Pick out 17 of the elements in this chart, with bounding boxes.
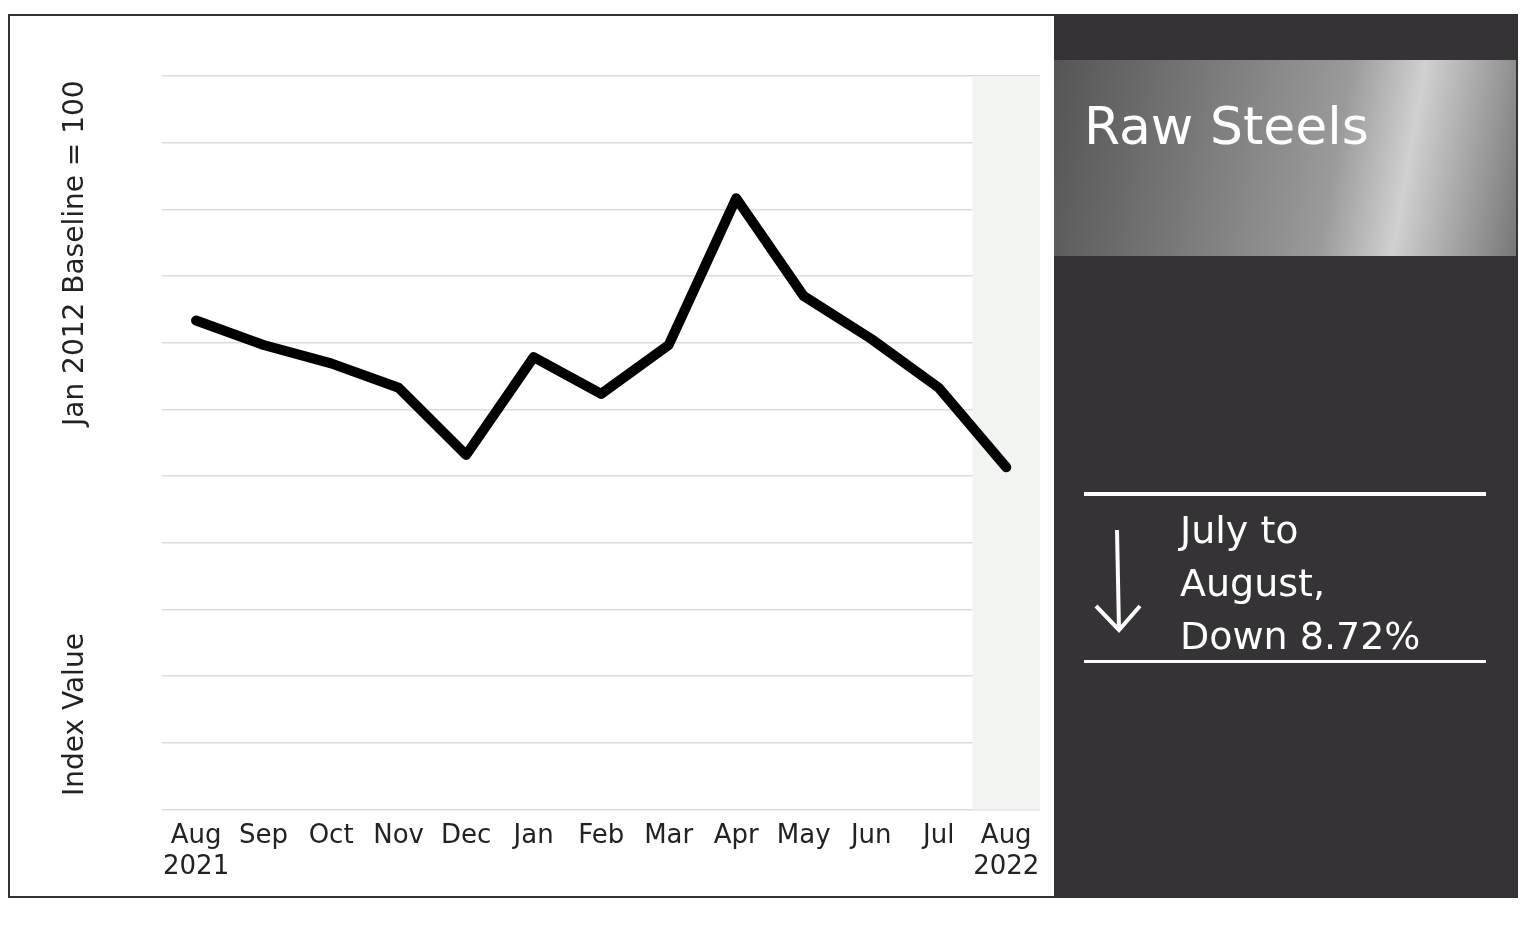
x-tick-label: Aug 2022 [973,818,1040,881]
x-tick-label: Nov [373,818,424,849]
text: Jan 2012 Baseline = 100 [57,80,90,426]
text: Raw Steels [1083,95,1370,158]
x-tick-label: Oct [308,818,354,849]
x-tick-label: Mar [644,818,694,849]
text: July to August, Down 8.72% [1180,507,1422,660]
x-tick-label: Aug 2021 [163,818,230,881]
y-axis-title: Index Value [57,633,90,796]
x-tick-label: Jun [848,818,892,849]
x-tick-label: Jul [921,818,955,849]
x-tick-label: Apr [713,818,759,849]
x-tick-label: Dec [440,818,492,849]
x-tick-label: Jan [511,818,554,849]
x-tick-label: May [776,818,831,849]
x-tick-label: Feb [578,818,625,849]
x-tick-label: Sep [239,818,289,849]
